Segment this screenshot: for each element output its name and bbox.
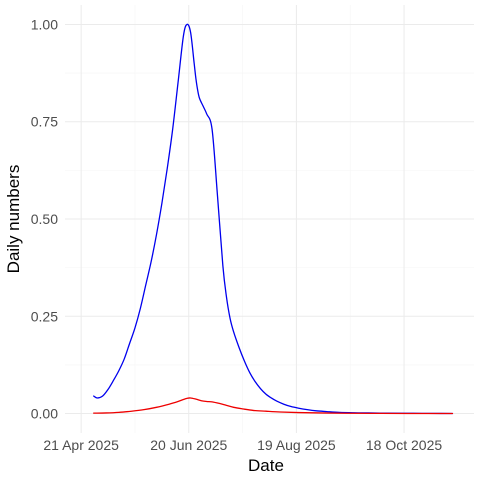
y-tick-label: 0.75 xyxy=(31,114,58,130)
y-axis-tick-labels: 0.00 0.25 0.50 0.75 1.00 xyxy=(31,16,58,421)
series-line-red xyxy=(93,397,454,415)
y-tick-label: 0.50 xyxy=(31,211,58,227)
y-tick-label: 1.00 xyxy=(31,16,58,32)
x-axis-tick-labels: 21 Apr 2025 20 Jun 2025 19 Aug 2025 18 Oct … xyxy=(43,437,442,453)
series-lines xyxy=(93,23,454,415)
major-gridlines xyxy=(65,5,474,433)
x-tick-label: 19 Aug 2025 xyxy=(257,437,336,453)
x-axis-title: Date xyxy=(248,456,284,475)
x-tick-label: 21 Apr 2025 xyxy=(43,437,119,453)
x-tick-label: 18 Oct 2025 xyxy=(366,437,442,453)
y-tick-label: 0.00 xyxy=(31,406,58,422)
y-axis-title: Daily numbers xyxy=(4,165,23,274)
x-tick-label: 20 Jun 2025 xyxy=(150,437,227,453)
y-tick-label: 0.25 xyxy=(31,308,58,324)
series-line-blue xyxy=(93,23,454,415)
